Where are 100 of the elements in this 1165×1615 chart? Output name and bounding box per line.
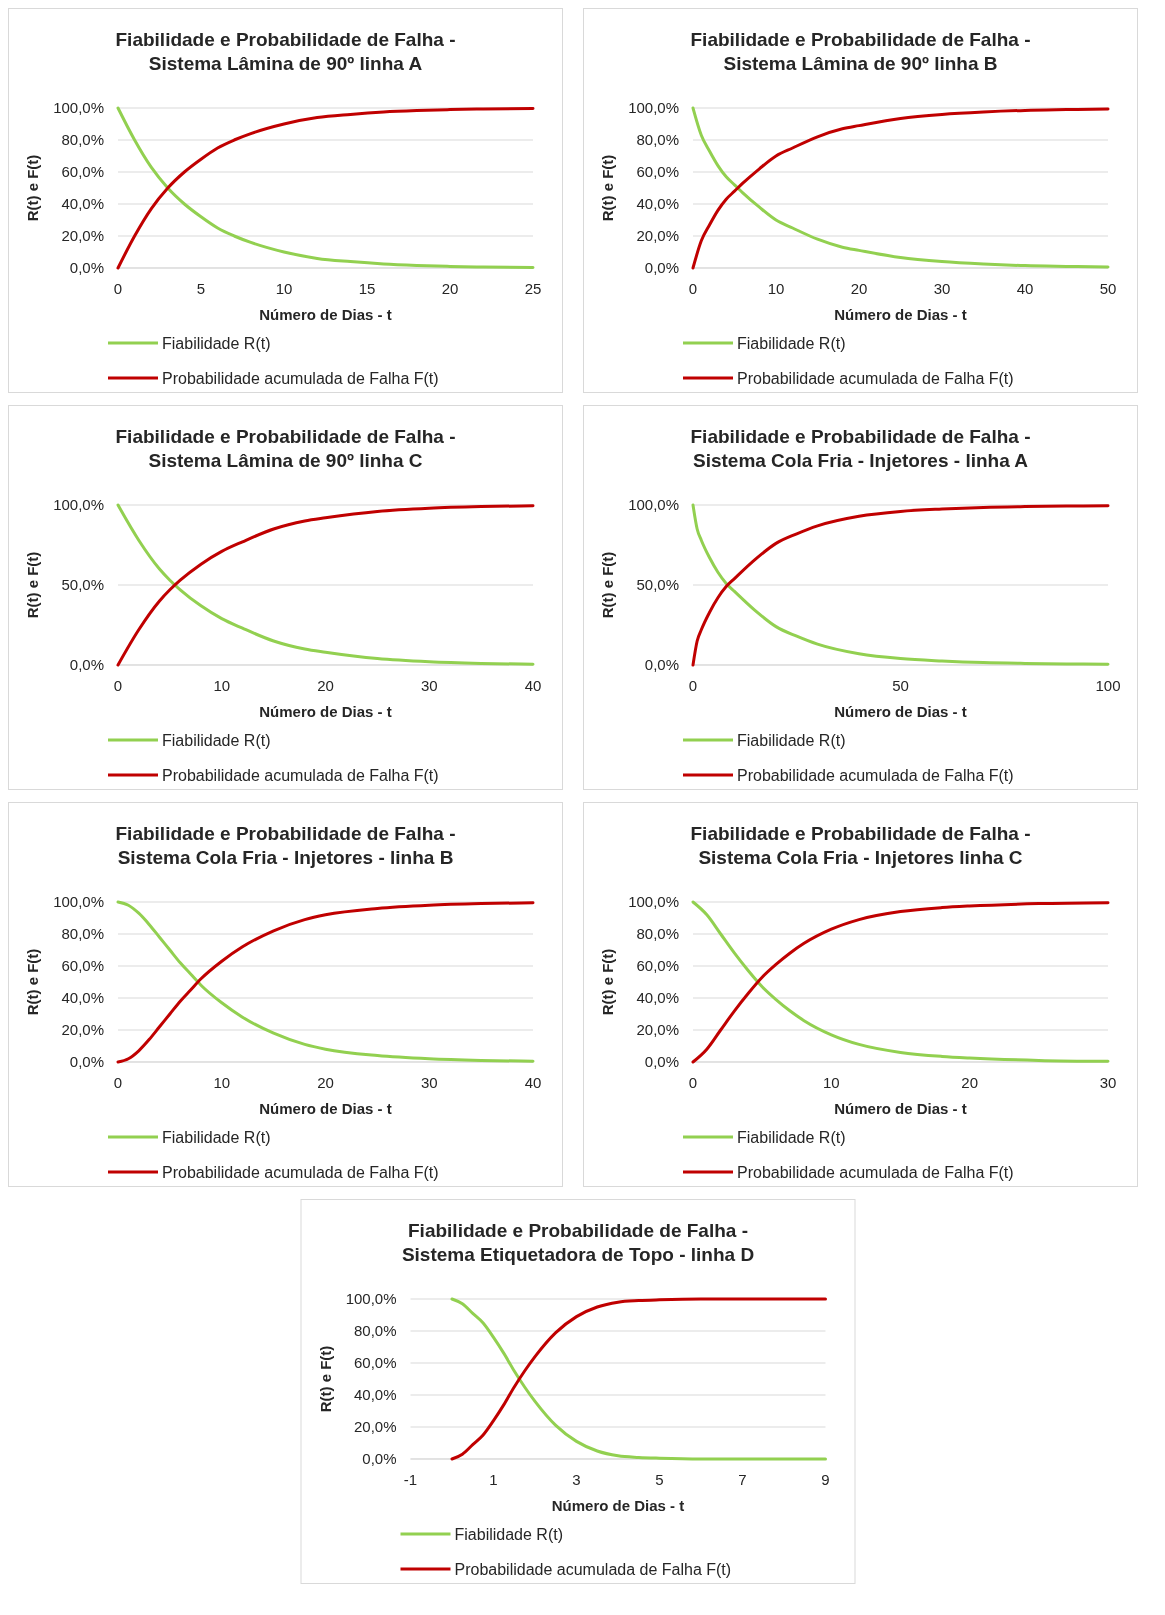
y-tick-label: 0,0%	[644, 656, 679, 673]
y-tick-label: 0,0%	[362, 1450, 397, 1467]
y-tick-label: 100,0%	[628, 99, 679, 116]
x-tick-label: 0	[688, 280, 698, 297]
legend-label: Probabilidade acumulada de Falha F(t)	[162, 1164, 439, 1181]
x-tick-label: 1	[489, 1471, 498, 1488]
x-tick-label: 7	[738, 1471, 747, 1488]
x-tick-label: 50	[1099, 280, 1117, 297]
x-tick-label: 10	[767, 280, 785, 297]
chart-title: Fiabilidade e Probabilidade de Falha - Sistema Cola Fria - Injetores - linha A	[690, 426, 1031, 471]
legend-label: Fiabilidade R(t)	[162, 335, 271, 352]
y-tick-label: 60,0%	[353, 1354, 397, 1371]
x-tick-label: 10	[275, 280, 293, 297]
legend-label: Fiabilidade R(t)	[737, 732, 846, 749]
y-tick-label: 40,0%	[61, 989, 104, 1006]
x-tick-label: 20	[317, 1074, 334, 1091]
x-tick-label: 40	[1016, 280, 1034, 297]
y-tick-label: 80,0%	[636, 131, 679, 148]
y-tick-label: 40,0%	[636, 989, 679, 1006]
legend-label: Fiabilidade R(t)	[454, 1526, 563, 1543]
y-tick-label: 40,0%	[353, 1386, 397, 1403]
y-axis-title: R(t) e F(t)	[24, 154, 41, 222]
x-tick-label: 20	[441, 280, 459, 297]
x-tick-label: 30	[420, 1074, 438, 1091]
y-axis-title: R(t) e F(t)	[24, 551, 41, 619]
x-tick-label: 20	[961, 1074, 979, 1091]
x-tick-label: 10	[822, 1074, 840, 1091]
x-tick-label: 40	[524, 677, 542, 694]
x-tick-label: 0	[113, 280, 123, 297]
y-tick-label: 20,0%	[636, 1021, 679, 1038]
chart-title: Fiabilidade e Probabilidade de Falha - Sistema Lâmina de 90º linha A	[115, 29, 456, 74]
x-tick-label: 15	[358, 280, 376, 297]
legend-label: Fiabilidade R(t)	[162, 1129, 271, 1146]
x-tick-label: 100	[1095, 677, 1121, 694]
x-tick-label: 0	[688, 677, 698, 694]
x-tick-label: 0	[113, 1074, 123, 1091]
y-tick-label: 0,0%	[69, 259, 104, 276]
x-tick-label: -1	[403, 1471, 418, 1488]
x-tick-label: 30	[420, 677, 438, 694]
y-tick-label: 100,0%	[628, 496, 679, 513]
x-tick-label: 20	[850, 280, 868, 297]
line-series	[450, 1297, 827, 1461]
x-tick-label: 0	[113, 677, 123, 694]
x-tick-label: 0	[688, 1074, 698, 1091]
y-tick-label: 100,0%	[53, 99, 104, 116]
y-tick-label: 100,0%	[628, 893, 679, 910]
y-tick-label: 20,0%	[636, 227, 679, 244]
y-tick-label: 80,0%	[353, 1322, 397, 1339]
y-tick-label: 60,0%	[61, 957, 104, 974]
y-tick-label: 40,0%	[636, 195, 679, 212]
x-axis-title: Número de Dias - t	[834, 1100, 967, 1117]
legend-label: Fiabilidade R(t)	[737, 1129, 846, 1146]
x-tick-label: 30	[933, 280, 951, 297]
y-tick-label: 20,0%	[61, 1021, 104, 1038]
chart-title: Fiabilidade e Probabilidade de Falha - Sistema Lâmina de 90º linha B	[690, 29, 1031, 74]
x-tick-label: 30	[1099, 1074, 1117, 1091]
y-tick-label: 60,0%	[636, 957, 679, 974]
y-axis-title: R(t) e F(t)	[599, 154, 616, 222]
chart-title: Fiabilidade e Probabilidade de Falha - Sistema Etiquetadora de Topo - linha D	[401, 1220, 755, 1265]
y-tick-label: 80,0%	[61, 925, 104, 942]
x-axis-title: Número de Dias - t	[551, 1497, 685, 1514]
y-tick-label: 50,0%	[636, 576, 679, 593]
legend-label: Fiabilidade R(t)	[162, 732, 271, 749]
y-tick-label: 0,0%	[644, 1053, 679, 1070]
y-tick-label: 80,0%	[636, 925, 679, 942]
x-axis-title: Número de Dias - t	[259, 1100, 392, 1117]
y-tick-label: 20,0%	[61, 227, 104, 244]
y-tick-label: 0,0%	[644, 259, 679, 276]
y-tick-label: 20,0%	[353, 1418, 397, 1435]
chart-title: Fiabilidade e Probabilidade de Falha - Sistema Cola Fria - Injetores linha C	[690, 823, 1031, 868]
x-tick-label: 5	[655, 1471, 664, 1488]
y-axis-title: R(t) e F(t)	[599, 551, 616, 619]
legend-label: Probabilidade acumulada de Falha F(t)	[737, 767, 1014, 784]
x-tick-label: 9	[821, 1471, 830, 1488]
x-tick-label: 5	[196, 280, 206, 297]
x-tick-label: 50	[892, 677, 909, 694]
x-tick-label: 10	[213, 1074, 231, 1091]
legend-label: Probabilidade acumulada de Falha F(t)	[737, 1164, 1014, 1181]
x-axis-title: Número de Dias - t	[259, 703, 392, 720]
x-axis-title: Número de Dias - t	[259, 306, 392, 323]
line-series	[116, 106, 535, 270]
y-axis-title: R(t) e F(t)	[24, 948, 41, 1016]
legend-label: Probabilidade acumulada de Falha F(t)	[162, 767, 439, 784]
legend-label: Fiabilidade R(t)	[737, 335, 846, 352]
y-tick-label: 100,0%	[53, 893, 104, 910]
y-tick-label: 40,0%	[61, 195, 104, 212]
x-tick-label: 10	[213, 677, 231, 694]
x-tick-label: 3	[572, 1471, 581, 1488]
y-tick-label: 80,0%	[61, 131, 104, 148]
legend-label: Probabilidade acumulada de Falha F(t)	[737, 370, 1014, 387]
x-tick-label: 20	[317, 677, 334, 694]
y-axis-title: R(t) e F(t)	[599, 948, 616, 1016]
legend-label: Probabilidade acumulada de Falha F(t)	[454, 1561, 732, 1578]
y-tick-label: 60,0%	[636, 163, 679, 180]
y-axis-title: R(t) e F(t)	[316, 1345, 334, 1413]
legend-label: Probabilidade acumulada de Falha F(t)	[162, 370, 439, 387]
y-tick-label: 100,0%	[53, 496, 104, 513]
x-tick-label: 25	[524, 280, 542, 297]
chart-title: Fiabilidade e Probabilidade de Falha - Sistema Cola Fria - Injetores - linha B	[115, 823, 456, 868]
x-axis-title: Número de Dias - t	[834, 306, 967, 323]
